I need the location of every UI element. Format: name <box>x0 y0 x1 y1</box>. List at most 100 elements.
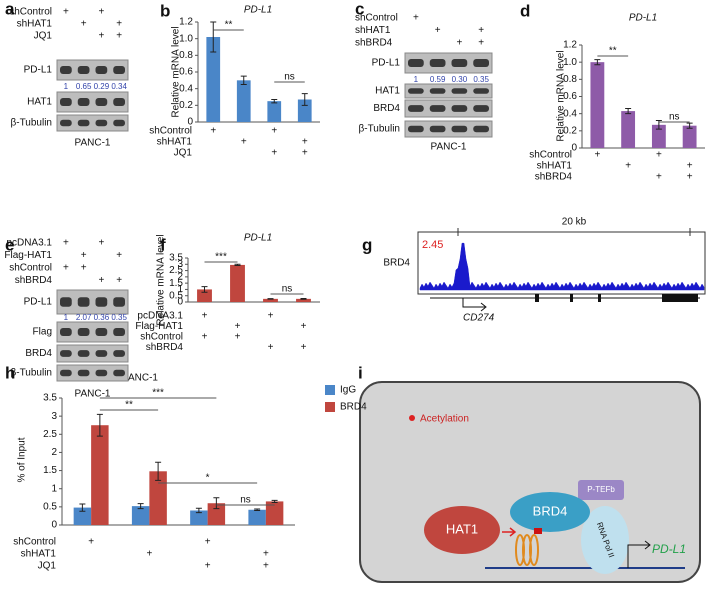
condition-mark: + <box>98 238 104 249</box>
error-bar <box>234 263 241 267</box>
blot-band <box>77 297 90 307</box>
blot-band <box>113 350 125 357</box>
legend-text: Acetylation <box>420 414 469 425</box>
acetyl-mark <box>534 528 542 534</box>
condition-mark: + <box>116 275 122 286</box>
blot-band <box>113 369 125 377</box>
quant-label: 0.30 <box>452 75 468 84</box>
legend-label: IgG <box>340 385 356 396</box>
error-bar <box>271 99 278 104</box>
significance-label: *** <box>152 388 164 399</box>
condition-mark: + <box>241 137 247 148</box>
y-tick-label: 0 <box>187 117 193 128</box>
y-tick-label: 3 <box>177 259 183 270</box>
condition-mark: + <box>146 549 152 560</box>
condition-label: shControl <box>529 150 572 161</box>
y-tick-label: 0.6 <box>563 91 577 102</box>
blot-band <box>95 66 108 74</box>
exon <box>570 294 573 302</box>
chart-title: PD-L1 <box>244 233 272 244</box>
blot-band <box>95 119 108 127</box>
significance-label: *** <box>215 252 227 263</box>
condition-mark: + <box>88 537 94 548</box>
blot-membrane <box>404 120 493 138</box>
condition-mark: + <box>202 311 208 322</box>
ptefb-label: P-TEFb <box>587 485 615 494</box>
condition-label: shBRD4 <box>535 172 573 183</box>
blot-band <box>473 105 489 112</box>
error-bar <box>594 59 601 66</box>
quant-label: 0.35 <box>111 313 127 322</box>
blot-band <box>473 59 489 67</box>
condition-label: shBRD4 <box>15 275 53 286</box>
condition-mark: + <box>478 38 484 49</box>
condition-mark: + <box>271 126 277 137</box>
y-tick-label: 3 <box>51 411 57 422</box>
chart-title: PD-L1 <box>244 5 272 16</box>
y-tick-label: 1.0 <box>563 57 577 68</box>
brd4 <box>510 492 590 532</box>
blot-band <box>473 88 489 94</box>
cell-line: PANC-1 <box>431 142 467 153</box>
ptefb <box>578 480 624 500</box>
bar <box>263 298 278 302</box>
condition-mark: + <box>116 19 122 30</box>
error-bar <box>240 75 247 85</box>
blot-band <box>429 59 446 67</box>
legend-swatch <box>325 385 335 395</box>
y-tick-label: 0.8 <box>563 74 577 85</box>
condition-mark: + <box>302 137 308 148</box>
significance-label: * <box>206 473 210 484</box>
bar <box>682 125 697 148</box>
exon <box>662 294 698 302</box>
condition-mark: + <box>302 148 308 159</box>
condition-mark: + <box>210 126 216 137</box>
condition-label: shControl <box>149 126 192 137</box>
blot-band <box>60 328 72 336</box>
band-label: β-Tubulin <box>358 124 400 135</box>
error-bar <box>301 93 308 106</box>
error-bar <box>155 461 162 481</box>
y-tick-label: 3.5 <box>43 393 57 404</box>
bar <box>248 509 266 525</box>
y-tick-label: 2 <box>51 447 57 458</box>
error-bar <box>686 122 693 129</box>
error-bar <box>96 413 103 437</box>
y-axis-label: Relative mRNA level <box>156 234 167 325</box>
error-bar <box>300 297 307 300</box>
blot-band <box>429 88 446 94</box>
blot-band <box>113 328 125 336</box>
blot-band <box>113 119 125 127</box>
condition-label: shControl <box>13 537 56 548</box>
blot-band <box>451 59 468 67</box>
y-tick-label: 1 <box>51 483 57 494</box>
significance-label: ns <box>284 72 295 83</box>
quant-label: 0.59 <box>430 75 446 84</box>
condition-mark: + <box>81 263 87 274</box>
bar <box>265 501 284 525</box>
band-label: HAT1 <box>27 97 52 108</box>
y-tick-label: 1 <box>177 284 183 295</box>
band-label: Flag <box>33 327 52 338</box>
nucleosome <box>515 534 539 566</box>
panel-label: d <box>520 1 530 20</box>
cell-line: PANC-1 <box>75 389 111 400</box>
legend-label: BRD4 <box>340 402 367 413</box>
condition-label: pcDNA3.1 <box>137 311 183 322</box>
y-tick-label: 2.5 <box>169 265 183 276</box>
condition-mark: + <box>435 25 441 36</box>
condition-mark: + <box>81 250 87 261</box>
y-tick-label: 0.8 <box>179 50 193 61</box>
chart-title: PANC-1 <box>122 373 158 384</box>
track-name: BRD4 <box>383 258 410 269</box>
y-tick-label: 0.5 <box>43 501 57 512</box>
condition-label: JQ1 <box>34 31 53 42</box>
condition-mark: + <box>687 161 693 172</box>
condition-label: shControl <box>9 7 52 18</box>
band-label: β-Tubulin <box>10 118 52 129</box>
quant-label: 1 <box>64 313 69 322</box>
panel-label: e <box>5 235 14 254</box>
condition-mark: + <box>656 150 662 161</box>
blot-membrane <box>56 59 129 81</box>
